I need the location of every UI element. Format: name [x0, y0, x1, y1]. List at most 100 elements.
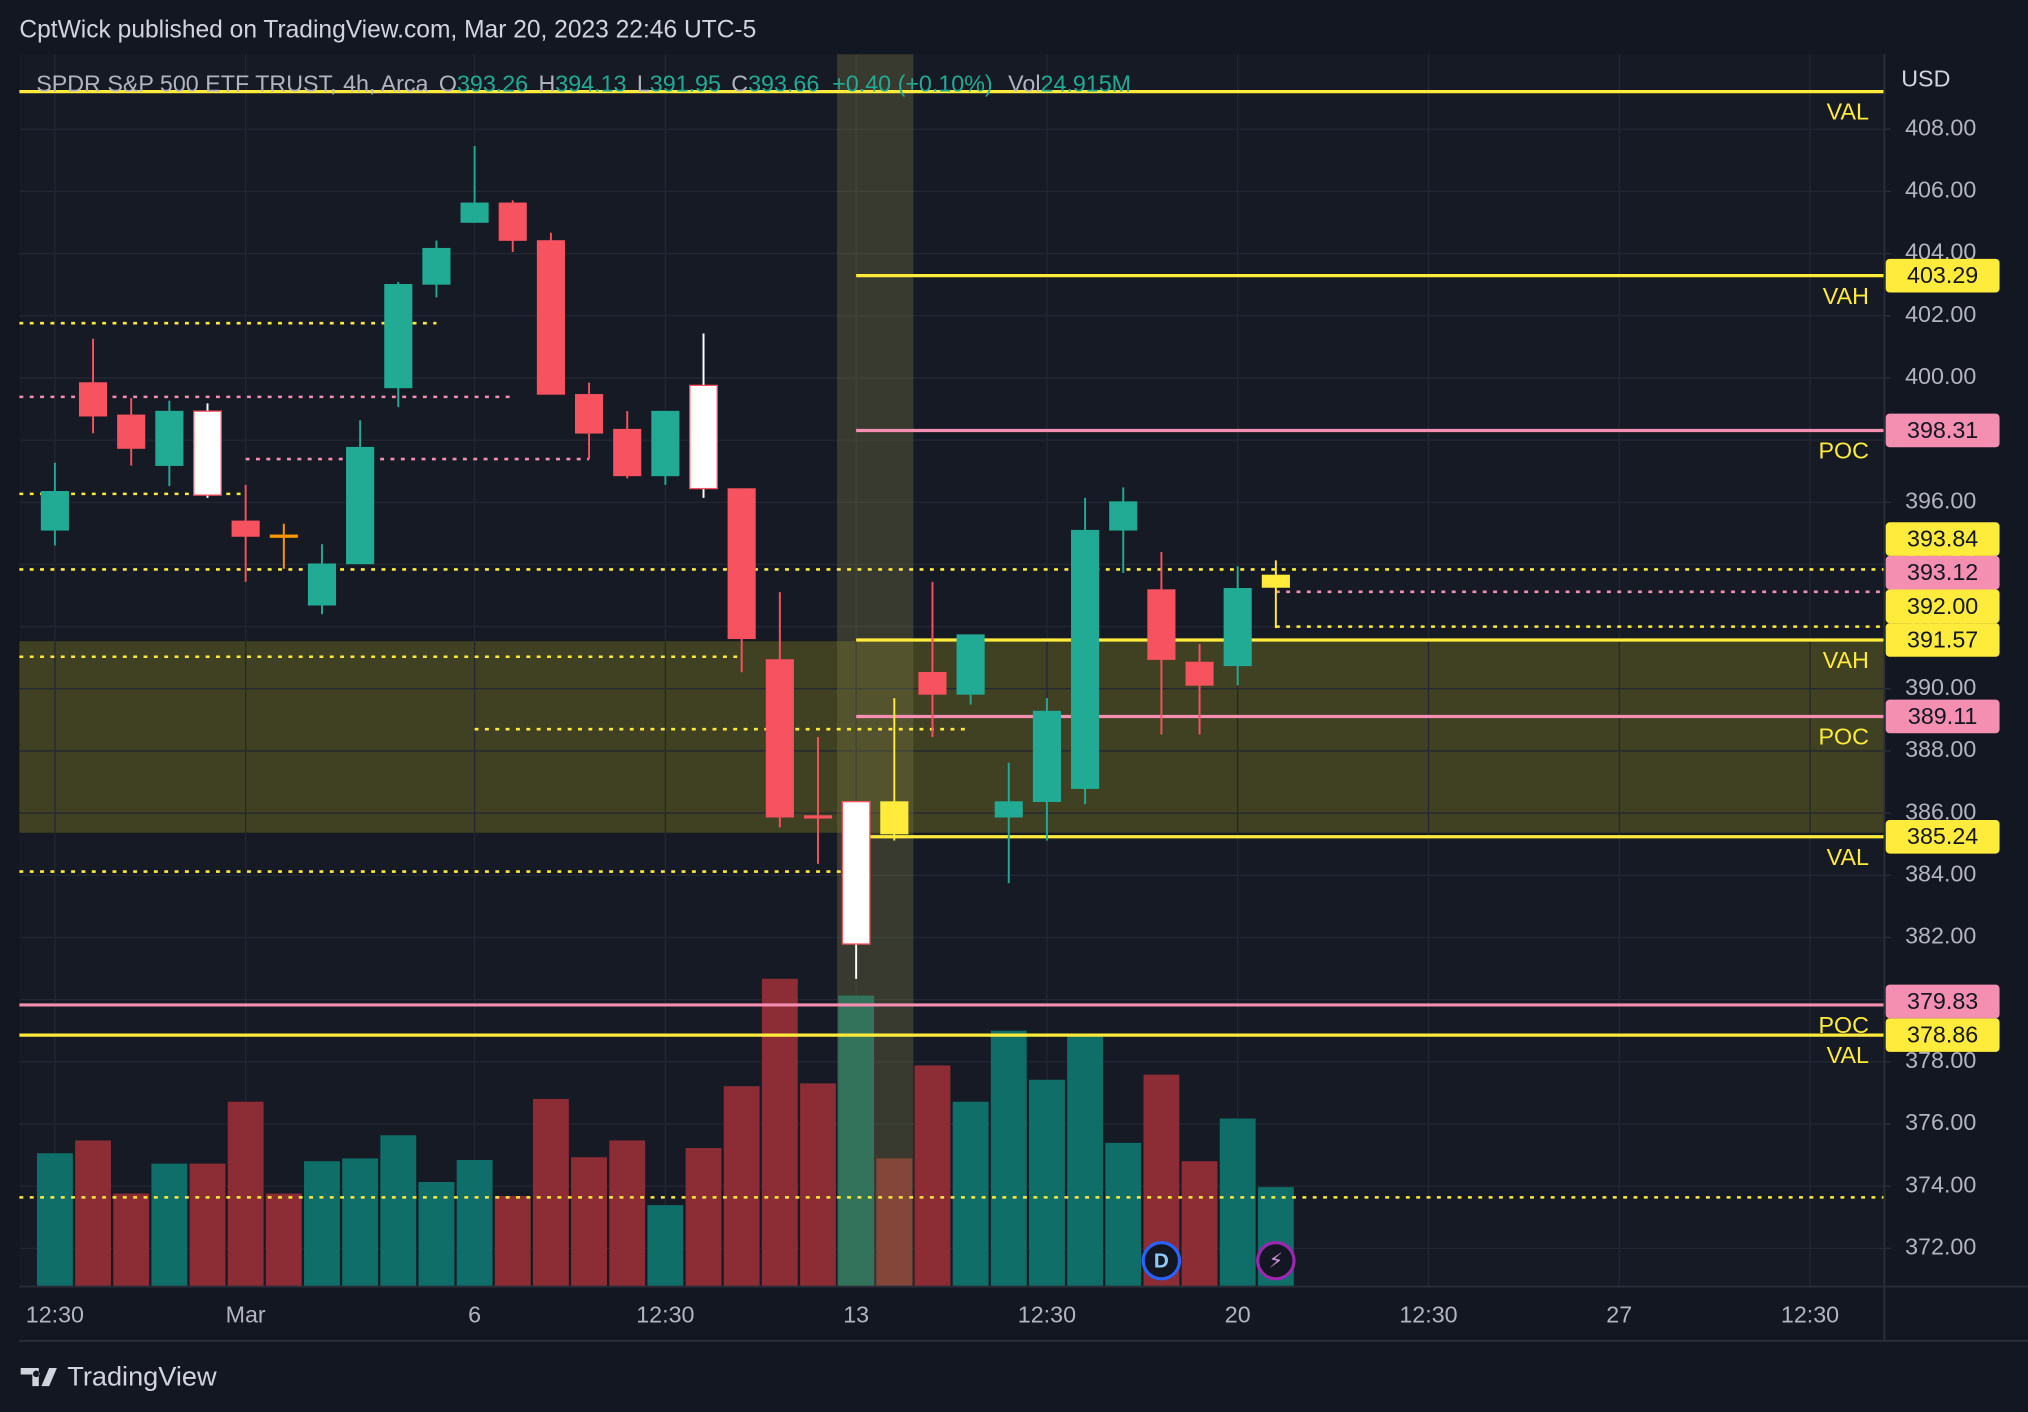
volume-bar [75, 1140, 111, 1287]
price-tag [1885, 555, 2000, 590]
candle-body [575, 394, 604, 434]
volume-bar [647, 1205, 684, 1287]
volume-bar [1105, 1142, 1142, 1287]
event-marker-label[interactable]: D [1154, 1249, 1169, 1272]
candle-body [765, 659, 794, 818]
volume-bar [1028, 1079, 1065, 1287]
level-name: VAH [1823, 283, 1869, 309]
volume-bar [113, 1193, 150, 1287]
volume-bar [761, 978, 798, 1287]
price-tag [1885, 699, 2000, 734]
volume-bar [304, 1161, 340, 1287]
level-name: VAL [1827, 1042, 1869, 1068]
candle-body [460, 202, 489, 223]
volume-bar [838, 995, 875, 1287]
candle-body [994, 801, 1023, 818]
level-name: VAL [1827, 844, 1869, 870]
candle-body [613, 428, 642, 477]
legend-item: 393.26 [457, 70, 528, 96]
event-marker[interactable] [1141, 1240, 1182, 1281]
footer-brand[interactable]: TradingView [67, 1361, 217, 1392]
plot-area [19, 54, 1885, 1287]
price-tag-label: 389.11 [1908, 703, 1977, 729]
x-tick-label: 12:30 [1399, 1301, 1457, 1327]
legend-item: C [731, 70, 748, 96]
overlay-layer: VAL VAH POC VAH POC VAL POC VAL 378.86 379.83 385.… [36, 70, 2000, 1281]
y-tick-label: 396.00 [1905, 487, 1976, 513]
volume-bar [189, 1163, 226, 1287]
legend-item: L [637, 70, 650, 96]
volume-bar [914, 1065, 951, 1287]
price-tag-label: 393.12 [1907, 559, 1978, 585]
candle-body [536, 240, 565, 395]
candle-body [78, 382, 108, 417]
x-tick-label: 27 [1606, 1301, 1632, 1327]
tradingview-logo: TradingView [20, 1361, 217, 1392]
price-tag [1885, 589, 2000, 624]
x-tick-label: 13 [843, 1301, 869, 1327]
price-tag-label: 403.29 [1907, 262, 1978, 288]
legend-item: 391.95 [650, 70, 721, 96]
x-tick-label: 12:30 [26, 1301, 84, 1327]
candle-body [498, 202, 527, 241]
value-area-zone [19, 641, 1885, 833]
candle-body [346, 446, 375, 565]
candle-body [1147, 589, 1176, 660]
legend-item: H [538, 70, 555, 96]
candle-body [918, 671, 947, 695]
price-tag-label: 379.83 [1907, 988, 1978, 1014]
legend-item: O [439, 70, 457, 96]
volume-bar [952, 1101, 989, 1287]
y-tick-label: 372.00 [1905, 1233, 1976, 1259]
candle-body [307, 563, 337, 606]
legend-item: SPDR S&P 500 ETF TRUST, 4h, Arca [36, 70, 428, 96]
volume-bar [571, 1157, 607, 1287]
x-tick-label: 20 [1225, 1301, 1251, 1327]
legend-item: 394.13 [555, 70, 626, 96]
level-name: POC [1818, 724, 1868, 750]
volume-bar [456, 1160, 493, 1287]
candle-body [269, 534, 298, 538]
candle-body [1185, 661, 1214, 686]
y-tick-label: 376.00 [1905, 1109, 1976, 1135]
y-tick-label: 400.00 [1905, 363, 1976, 389]
volume-bar [418, 1181, 455, 1287]
price-tag-label: 385.24 [1907, 823, 1978, 849]
volume-bar [1067, 1034, 1104, 1287]
volume-bar [494, 1195, 531, 1287]
legend-item: +0.40 (+0.10%) [832, 70, 992, 96]
volume-bar [380, 1135, 417, 1287]
candle-body [727, 488, 756, 640]
volume-bar [265, 1193, 302, 1287]
currency-label: USD [1901, 65, 1950, 91]
event-marker-label[interactable]: ⚡ [1269, 1249, 1284, 1272]
candle-body [880, 801, 909, 835]
y-tick-label: 384.00 [1905, 860, 1976, 886]
x-tick-label: Mar [226, 1301, 266, 1327]
volume-bar [876, 1158, 913, 1287]
x-tick-label: 6 [468, 1301, 481, 1327]
candle-body [40, 491, 69, 531]
legend: SPDR S&P 500 ETF TRUST, 4h, Arca O393.26 H… [36, 70, 1131, 96]
volume-bar [800, 1083, 836, 1287]
price-tag-label: 393.84 [1907, 526, 1978, 552]
candle-body [1223, 588, 1252, 667]
y-tick-label: 388.00 [1905, 736, 1976, 762]
candle-body [384, 284, 413, 389]
legend-item: 393.66 [748, 70, 819, 96]
price-tag [1885, 522, 2000, 556]
y-tick-label: 386.00 [1905, 798, 1976, 824]
y-tick-label: 406.00 [1905, 177, 1976, 203]
volume-bar [342, 1158, 379, 1287]
logo-mark [20, 1368, 57, 1387]
volume-bar [723, 1086, 760, 1287]
price-tag [1885, 623, 2000, 657]
volume-bar [36, 1153, 73, 1287]
candle-body [1071, 529, 1100, 789]
x-tick-label: 12:30 [1018, 1301, 1076, 1327]
candle-body [1032, 710, 1061, 802]
event-marker[interactable] [1256, 1240, 1296, 1281]
